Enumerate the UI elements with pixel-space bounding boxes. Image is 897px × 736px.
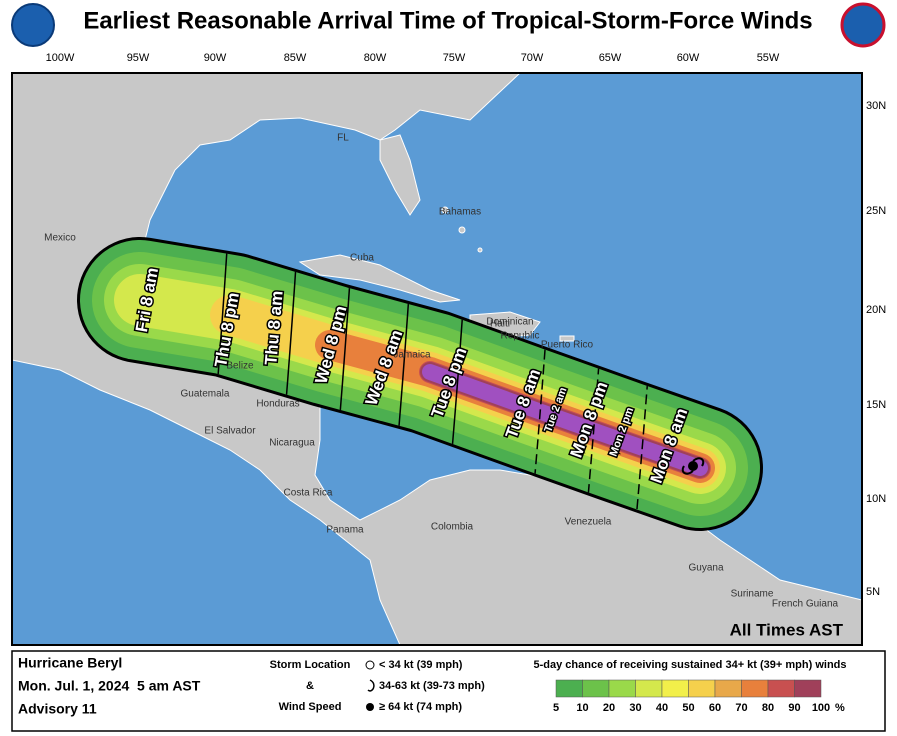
place-label: Costa Rica: [284, 488, 333, 499]
place-label: Colombia: [431, 522, 474, 533]
place-label: Guyana: [688, 563, 723, 574]
place-label: Panama: [326, 525, 364, 536]
key-item: < 34 kt (39 mph): [379, 659, 463, 671]
scale-swatch: [767, 679, 795, 698]
scale-swatch: [635, 679, 663, 698]
place-label: Haiti: [490, 319, 510, 330]
scale-swatch: [794, 679, 822, 698]
scale-swatch: [582, 679, 610, 698]
scale-title: 5-day chance of receiving sustained 34+ …: [534, 659, 847, 671]
scale-tick: 100: [812, 702, 830, 714]
noaa-logo: [11, 3, 55, 47]
time-zone-note: All Times AST: [730, 620, 844, 639]
place-label: Guatemala: [181, 389, 230, 400]
place-label: Honduras: [256, 399, 299, 410]
scale-swatch: [741, 679, 769, 698]
place-label: Dominican: [486, 317, 533, 328]
storm-icon: [681, 457, 705, 475]
key-title: Wind Speed: [279, 701, 342, 713]
isochrone: [205, 199, 231, 521]
latitude-label: 30N: [866, 100, 886, 112]
key-title: &: [306, 680, 314, 692]
scale-tick: 5: [553, 702, 559, 714]
swath-band: [422, 364, 708, 476]
scale-swatch: [555, 679, 583, 698]
place-label: Puerto Rico: [541, 340, 594, 351]
place-label: FL: [337, 133, 349, 144]
isochrone: [275, 199, 301, 521]
place-label: Bahamas: [439, 207, 481, 218]
place-label: French Guiana: [772, 599, 839, 610]
key-item: ≥ 64 kt (74 mph): [379, 701, 462, 713]
place-label: El Salvador: [204, 426, 256, 437]
scale-tick: 80: [762, 702, 774, 714]
scale-tick: 30: [629, 702, 641, 714]
longitude-label: 55W: [757, 52, 780, 64]
latitude-label: 20N: [866, 304, 886, 316]
advisory: Advisory 11: [18, 701, 97, 717]
isochrones: [205, 199, 661, 521]
place-label: Nicaragua: [269, 438, 315, 449]
scale-swatch: [688, 679, 716, 698]
latitude-label: 25N: [866, 205, 886, 217]
latitude-label: 5N: [866, 586, 880, 598]
longitude-label: 65W: [599, 52, 622, 64]
longitude-label: 95W: [127, 52, 150, 64]
longitude-label: 90W: [204, 52, 227, 64]
isochrone: [635, 199, 661, 521]
isochrone: [330, 199, 356, 521]
place-label: Republic: [501, 331, 540, 342]
isochrone: [445, 199, 471, 521]
scale-unit: %: [835, 702, 845, 714]
key-icon: [365, 660, 375, 670]
place-label: Cuba: [350, 253, 374, 264]
key-item: 34-63 kt (39-73 mph): [379, 680, 485, 692]
latitude-label: 10N: [866, 493, 886, 505]
key-icon: [367, 679, 375, 692]
scale-swatch: [661, 679, 689, 698]
key-icon: [366, 703, 374, 711]
latitude-label: 15N: [866, 399, 886, 411]
scale-tick: 10: [576, 702, 588, 714]
longitude-label: 70W: [521, 52, 544, 64]
longitude-label: 75W: [443, 52, 466, 64]
isochrone: [390, 199, 416, 521]
map-frame: [11, 72, 863, 646]
scale-tick: 70: [735, 702, 747, 714]
issued: Mon. Jul. 1, 2024 5 am AST: [18, 678, 201, 694]
place-label: Suriname: [731, 589, 774, 600]
isochrone: [585, 199, 611, 521]
scale-tick: 20: [603, 702, 615, 714]
storm-name: Hurricane Beryl: [18, 655, 122, 671]
isochrone: [530, 199, 556, 521]
longitude-label: 60W: [677, 52, 700, 64]
scale-tick: 40: [656, 702, 668, 714]
place-label: Belize: [226, 361, 254, 372]
longitude-label: 85W: [284, 52, 307, 64]
scale-tick: 90: [788, 702, 800, 714]
place-label: Jamaica: [393, 350, 431, 361]
longitude-label: 100W: [46, 52, 75, 64]
longitude-label: 80W: [364, 52, 387, 64]
key-title: Storm Location: [270, 659, 351, 671]
scale-tick: 50: [682, 702, 694, 714]
probability-swath: [77, 237, 763, 531]
scale-tick: 60: [709, 702, 721, 714]
place-label: Mexico: [44, 233, 76, 244]
nws-logo: [840, 2, 886, 48]
title: Earliest Reasonable Arrival Time of Trop…: [83, 7, 812, 34]
scale-swatch: [714, 679, 742, 698]
scale-swatch: [608, 679, 636, 698]
place-label: Venezuela: [565, 517, 612, 528]
